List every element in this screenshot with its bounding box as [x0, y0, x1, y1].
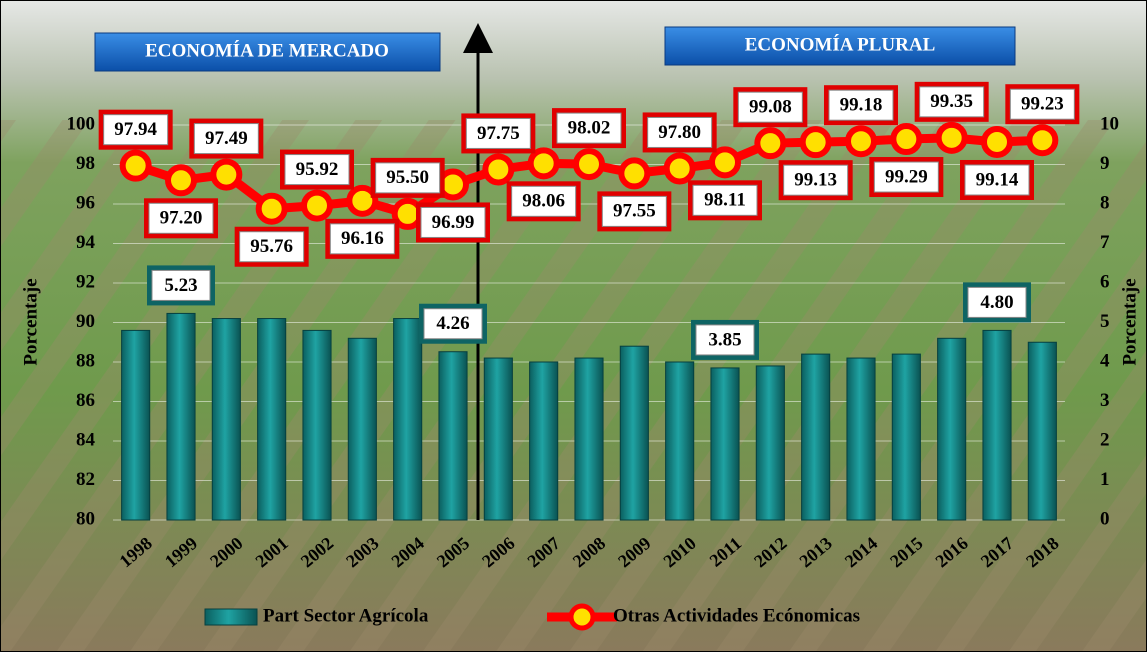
line-value-label: 95.76: [250, 236, 293, 257]
bar: [575, 358, 603, 520]
y2-tick-label: 6: [1100, 271, 1110, 292]
line-marker: [803, 129, 829, 155]
line-value-label: 99.14: [976, 169, 1019, 190]
bar: [394, 319, 422, 520]
line-marker: [123, 153, 149, 179]
bar: [1028, 342, 1056, 520]
bar: [439, 352, 467, 520]
line-marker: [712, 149, 738, 175]
bar: [484, 358, 512, 520]
legend-label: Otras Actividades Ecónomicas: [613, 605, 860, 626]
bar: [122, 330, 150, 520]
line-marker: [939, 125, 965, 151]
line-value-label: 97.75: [477, 123, 520, 144]
bar: [348, 338, 376, 520]
y-tick-label: 84: [76, 429, 96, 450]
bar: [666, 362, 694, 520]
line-marker: [485, 156, 511, 182]
bar-value-label: 5.23: [164, 275, 197, 296]
y2-tick-label: 0: [1100, 508, 1110, 529]
bar: [212, 319, 240, 520]
line-value-label: 97.20: [160, 208, 203, 229]
line-value-label: 97.80: [658, 122, 701, 143]
bar: [711, 368, 739, 520]
legend-swatch: [205, 609, 257, 625]
bar: [938, 338, 966, 520]
y-axis-label: Porcentaje: [20, 278, 41, 365]
line-value-label: 95.50: [386, 167, 429, 188]
line-marker: [259, 196, 285, 222]
legend-swatch: [571, 606, 593, 628]
line-marker: [168, 167, 194, 193]
y2-tick-label: 10: [1100, 113, 1119, 134]
line-marker: [893, 126, 919, 152]
line-marker: [667, 155, 693, 181]
y-tick-label: 88: [76, 350, 95, 371]
line-marker: [531, 150, 557, 176]
y-tick-label: 96: [76, 192, 95, 213]
y2-tick-label: 2: [1100, 429, 1110, 450]
y2-tick-label: 4: [1100, 350, 1110, 371]
bar: [847, 358, 875, 520]
line-marker: [213, 162, 239, 188]
line-marker: [304, 193, 330, 219]
y2-tick-label: 5: [1100, 311, 1110, 332]
line-value-label: 99.23: [1021, 94, 1064, 115]
line-value-label: 98.06: [522, 191, 565, 212]
line-value-label: 98.11: [704, 190, 746, 211]
line-value-label: 99.35: [930, 91, 973, 112]
line-value-label: 99.08: [749, 97, 792, 118]
line-marker: [848, 128, 874, 154]
y2-tick-label: 8: [1100, 192, 1110, 213]
line-value-label: 98.02: [568, 117, 611, 138]
y-tick-label: 94: [76, 232, 96, 253]
y2-tick-label: 7: [1100, 232, 1110, 253]
line-marker: [621, 160, 647, 186]
y-tick-label: 100: [67, 113, 96, 134]
line-marker: [1029, 127, 1055, 153]
bar: [530, 362, 558, 520]
bar-value-label: 4.26: [436, 313, 469, 334]
y-tick-label: 82: [76, 469, 95, 490]
line-marker: [576, 151, 602, 177]
chart: ECONOMÍA DE MERCADO ECONOMÍA PLURAL Porc…: [0, 0, 1147, 652]
annotation: ECONOMÍA DE MERCADO: [145, 39, 389, 61]
bar-value-label: 3.85: [708, 329, 741, 350]
y2-tick-label: 9: [1100, 153, 1110, 174]
legend-label: Part Sector Agrícola: [263, 605, 429, 626]
annotation: ECONOMÍA PLURAL: [745, 33, 936, 55]
bar: [620, 346, 648, 520]
y-tick-label: 80: [76, 508, 95, 529]
line-value-label: 97.55: [613, 201, 656, 222]
line-value-label: 97.49: [205, 128, 248, 149]
bar: [258, 319, 286, 520]
y2-axis-label: Porcentaje: [1119, 278, 1140, 365]
y-tick-label: 90: [76, 311, 95, 332]
line-value-label: 99.13: [794, 170, 837, 191]
bar: [303, 330, 331, 520]
y-tick-label: 92: [76, 271, 95, 292]
y-tick-label: 86: [76, 390, 95, 411]
y-tick-label: 98: [76, 153, 95, 174]
line-value-label: 99.18: [840, 95, 883, 116]
bar: [756, 366, 784, 520]
line-marker: [757, 130, 783, 156]
line-value-label: 96.16: [341, 228, 384, 249]
line-value-label: 96.99: [432, 212, 475, 233]
bar-value-label: 4.80: [980, 292, 1013, 313]
bar: [802, 354, 830, 520]
line-value-label: 99.29: [885, 166, 928, 187]
bar: [983, 330, 1011, 520]
y2-tick-label: 3: [1100, 390, 1110, 411]
bar: [892, 354, 920, 520]
line-value-label: 95.92: [296, 159, 339, 180]
bar: [167, 313, 195, 520]
line-value-label: 97.94: [114, 119, 157, 140]
line-marker: [984, 129, 1010, 155]
y2-tick-label: 1: [1100, 469, 1110, 490]
